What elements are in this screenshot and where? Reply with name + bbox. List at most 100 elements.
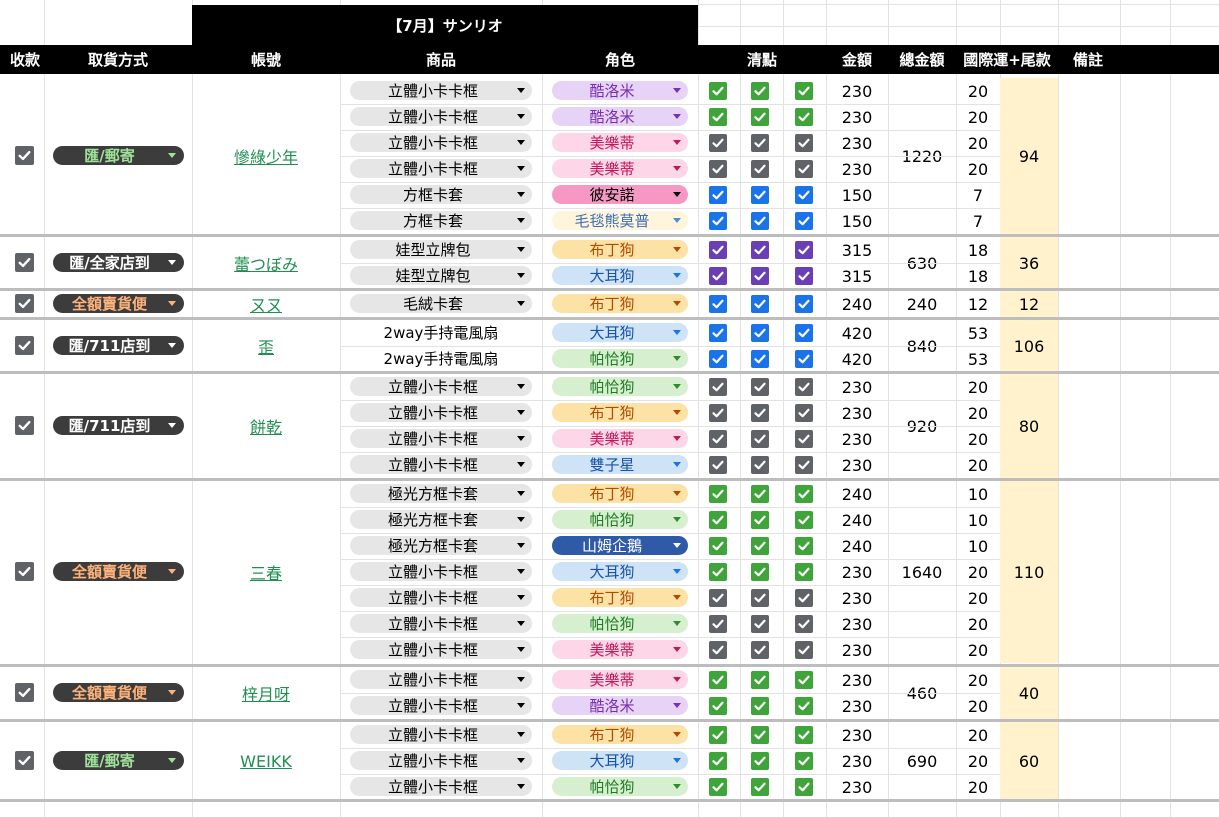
check-checkbox-3[interactable] — [795, 267, 813, 285]
item-dropdown[interactable]: 極光方框卡套 — [350, 484, 532, 503]
check-checkbox-2[interactable] — [751, 295, 769, 313]
check-checkbox-1[interactable] — [709, 615, 727, 633]
character-dropdown[interactable]: 大耳狗 — [552, 323, 688, 342]
pickup-method-dropdown[interactable]: 匯/郵寄 — [53, 751, 184, 770]
header-item[interactable]: 商品 — [425, 51, 456, 69]
check-checkbox-1[interactable] — [709, 378, 727, 396]
check-checkbox-1[interactable] — [709, 671, 727, 689]
item-dropdown[interactable]: 娃型立牌包 — [350, 266, 532, 285]
account-link[interactable]: 慘綠少年 — [233, 148, 298, 167]
check-checkbox-1[interactable] — [709, 641, 727, 659]
check-checkbox-3[interactable] — [795, 671, 813, 689]
check-checkbox-2[interactable] — [751, 324, 769, 342]
item-dropdown[interactable]: 立體小卡卡框 — [350, 588, 532, 607]
item-dropdown[interactable]: 娃型立牌包 — [350, 240, 532, 259]
pickup-method-dropdown[interactable]: 全額賣貨便 — [53, 294, 184, 313]
check-checkbox-1[interactable] — [709, 295, 727, 313]
check-checkbox-1[interactable] — [709, 537, 727, 555]
check-checkbox-3[interactable] — [795, 134, 813, 152]
check-checkbox-1[interactable] — [709, 82, 727, 100]
check-checkbox-3[interactable] — [795, 537, 813, 555]
item-dropdown[interactable]: 立體小卡卡框 — [350, 725, 532, 744]
check-checkbox-3[interactable] — [795, 726, 813, 744]
character-dropdown[interactable]: 布丁狗 — [552, 240, 688, 259]
check-checkbox-2[interactable] — [751, 589, 769, 607]
paid-checkbox[interactable] — [15, 253, 34, 272]
check-checkbox-3[interactable] — [795, 404, 813, 422]
character-dropdown[interactable]: 布丁狗 — [552, 725, 688, 744]
paid-checkbox[interactable] — [15, 294, 34, 313]
check-checkbox-2[interactable] — [751, 82, 769, 100]
check-checkbox-2[interactable] — [751, 511, 769, 529]
check-checkbox-3[interactable] — [795, 241, 813, 259]
item-dropdown[interactable]: 立體小卡卡框 — [350, 670, 532, 689]
character-dropdown[interactable]: 酷洛米 — [552, 81, 688, 100]
check-checkbox-3[interactable] — [795, 456, 813, 474]
check-checkbox-1[interactable] — [709, 404, 727, 422]
check-checkbox-2[interactable] — [751, 615, 769, 633]
check-checkbox-3[interactable] — [795, 295, 813, 313]
item-dropdown[interactable]: 立體小卡卡框 — [350, 159, 532, 178]
check-checkbox-3[interactable] — [795, 324, 813, 342]
check-checkbox-1[interactable] — [709, 778, 727, 796]
header-pickup[interactable]: 取貨方式 — [87, 51, 148, 69]
character-dropdown[interactable]: 美樂蒂 — [552, 159, 688, 178]
check-checkbox-2[interactable] — [751, 752, 769, 770]
account-link[interactable]: 蕾つぼみ — [233, 255, 298, 274]
account-link[interactable]: 歪 — [257, 338, 274, 357]
check-checkbox-3[interactable] — [795, 511, 813, 529]
character-dropdown[interactable]: 帕恰狗 — [552, 510, 688, 529]
account-link[interactable]: 三春 — [249, 564, 282, 583]
header-amount[interactable]: 金額 — [841, 51, 872, 69]
character-dropdown[interactable]: 帕恰狗 — [552, 377, 688, 396]
check-checkbox-3[interactable] — [795, 778, 813, 796]
character-dropdown[interactable]: 帕恰狗 — [552, 777, 688, 796]
check-checkbox-2[interactable] — [751, 134, 769, 152]
check-checkbox-3[interactable] — [795, 641, 813, 659]
character-dropdown[interactable]: 布丁狗 — [552, 403, 688, 422]
paid-checkbox[interactable] — [15, 562, 34, 581]
check-checkbox-2[interactable] — [751, 641, 769, 659]
account-link[interactable]: 梓月呀 — [241, 685, 290, 704]
check-checkbox-3[interactable] — [795, 752, 813, 770]
check-checkbox-1[interactable] — [709, 212, 727, 230]
item-dropdown[interactable]: 2way手持電風扇 — [350, 323, 532, 342]
check-checkbox-1[interactable] — [709, 267, 727, 285]
pickup-method-dropdown[interactable]: 匯/郵寄 — [53, 146, 184, 165]
character-dropdown[interactable]: 布丁狗 — [552, 588, 688, 607]
check-checkbox-3[interactable] — [795, 697, 813, 715]
check-checkbox-2[interactable] — [751, 537, 769, 555]
check-checkbox-2[interactable] — [751, 350, 769, 368]
check-checkbox-2[interactable] — [751, 778, 769, 796]
item-dropdown[interactable]: 立體小卡卡框 — [350, 403, 532, 422]
character-dropdown[interactable]: 大耳狗 — [552, 266, 688, 285]
item-dropdown[interactable]: 立體小卡卡框 — [350, 640, 532, 659]
item-dropdown[interactable]: 毛絨卡套 — [350, 294, 532, 313]
item-dropdown[interactable]: 立體小卡卡框 — [350, 614, 532, 633]
check-checkbox-1[interactable] — [709, 589, 727, 607]
paid-checkbox[interactable] — [15, 416, 34, 435]
item-dropdown[interactable]: 極光方框卡套 — [350, 536, 532, 555]
character-dropdown[interactable]: 美樂蒂 — [552, 133, 688, 152]
check-checkbox-1[interactable] — [709, 511, 727, 529]
character-dropdown[interactable]: 布丁狗 — [552, 484, 688, 503]
paid-checkbox[interactable] — [15, 336, 34, 355]
check-checkbox-2[interactable] — [751, 267, 769, 285]
character-dropdown[interactable]: 美樂蒂 — [552, 640, 688, 659]
check-checkbox-3[interactable] — [795, 350, 813, 368]
check-checkbox-2[interactable] — [751, 430, 769, 448]
character-dropdown[interactable]: 酷洛米 — [552, 696, 688, 715]
account-link[interactable]: ㄡㄡ — [249, 296, 282, 315]
character-dropdown[interactable]: 美樂蒂 — [552, 670, 688, 689]
check-checkbox-1[interactable] — [709, 726, 727, 744]
item-dropdown[interactable]: 立體小卡卡框 — [350, 751, 532, 770]
check-checkbox-1[interactable] — [709, 563, 727, 581]
header-shipping[interactable]: 國際運+尾款 — [963, 51, 1051, 69]
header-check[interactable]: 清點 — [746, 51, 777, 69]
pickup-method-dropdown[interactable]: 全額賣貨便 — [53, 562, 184, 581]
check-checkbox-2[interactable] — [751, 160, 769, 178]
check-checkbox-1[interactable] — [709, 485, 727, 503]
item-dropdown[interactable]: 立體小卡卡框 — [350, 377, 532, 396]
check-checkbox-1[interactable] — [709, 456, 727, 474]
check-checkbox-3[interactable] — [795, 485, 813, 503]
